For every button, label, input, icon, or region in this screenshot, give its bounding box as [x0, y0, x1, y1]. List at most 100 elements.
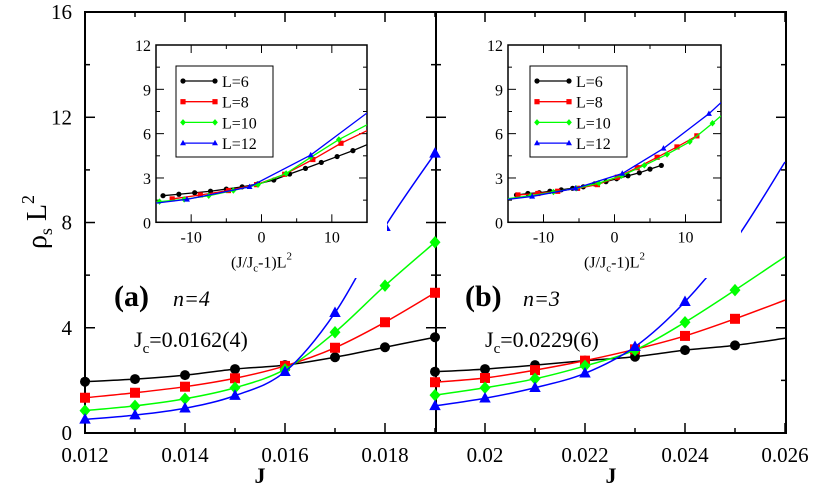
- inset-data-point: [654, 154, 660, 160]
- data-point: [380, 342, 390, 353]
- inset-x-tick-label: 0: [258, 229, 266, 246]
- legend-marker: [180, 78, 186, 84]
- inset-xlabel-part: (J/J: [584, 254, 606, 271]
- inset-data-point: [641, 162, 648, 169]
- data-point: [629, 340, 641, 351]
- inset-data-point: [197, 192, 203, 198]
- legend-marker: [534, 139, 540, 146]
- data-point: [579, 367, 591, 378]
- legend-marker: [534, 78, 540, 84]
- inset-xlabel-part: -1)L: [611, 254, 639, 271]
- data-point: [679, 295, 691, 306]
- inset-data-point: [674, 144, 680, 150]
- inset-data-point: [705, 110, 712, 116]
- panel-label: (b): [465, 280, 502, 313]
- data-point: [479, 381, 491, 394]
- inset-data-point: [307, 151, 314, 158]
- data-point: [230, 373, 240, 384]
- legend-marker: [212, 99, 218, 105]
- y-label-sup: 2: [18, 195, 38, 204]
- data-point: [129, 399, 141, 413]
- data-point: [730, 313, 740, 324]
- inset-data-point: [318, 159, 324, 166]
- inset-series-L=12: [508, 102, 721, 201]
- inset-data-point: [529, 193, 536, 199]
- y-tick-label: 16: [51, 0, 72, 24]
- inset-y-tick-label: 6: [143, 127, 151, 144]
- x-tick-label: 0.018: [361, 443, 408, 467]
- legend-label: L=6: [222, 74, 249, 91]
- y-tick-label: 12: [51, 105, 72, 129]
- jc-symbol: J: [485, 327, 494, 352]
- inset: 0 3 6 9 12 -10 0 10 (J/Jc-1)L2 L=6 L=8 L=10 L=12: [468, 28, 741, 278]
- data-point: [380, 317, 390, 328]
- data-point: [129, 408, 141, 420]
- data-point: [279, 365, 291, 376]
- inset-data-point: [535, 190, 541, 197]
- inset-x-tick-label: -10: [181, 229, 202, 246]
- data-point: [329, 325, 341, 339]
- inset-data-point: [664, 151, 670, 158]
- inset-data-point: [709, 120, 716, 127]
- inset-data-point: [686, 138, 693, 146]
- series-L=10: [429, 256, 786, 402]
- legend-entry: L=10: [180, 115, 257, 132]
- data-point: [730, 340, 740, 351]
- data-point: [430, 377, 440, 388]
- legend-label: L=12: [222, 136, 257, 153]
- legend-marker: [180, 119, 186, 126]
- data-point: [80, 376, 90, 387]
- inset-data-point: [160, 193, 166, 199]
- inset-y-tick-label: 9: [143, 82, 151, 99]
- data-point: [680, 345, 690, 356]
- legend-label: L=10: [576, 115, 611, 132]
- data-point: [79, 404, 91, 417]
- inset-xlabel-part: (J/J: [231, 254, 253, 271]
- data-point: [180, 370, 190, 381]
- inset-y-tick-label: 12: [487, 38, 503, 55]
- inset-data-point: [572, 185, 579, 191]
- inset-y-tick-label: 9: [495, 82, 503, 99]
- data-point: [579, 359, 591, 373]
- data-point: [130, 387, 140, 398]
- inset-x-tick-label: 10: [324, 229, 340, 246]
- legend-entry: L=10: [534, 115, 611, 132]
- data-point: [429, 399, 441, 411]
- data-point: [429, 388, 441, 402]
- data-point: [329, 306, 341, 318]
- inset-y-tick-label: 6: [495, 127, 503, 144]
- inset-data-point: [636, 170, 642, 176]
- data-point: [480, 373, 490, 384]
- inset-data-point: [658, 162, 664, 169]
- inset-data-point: [350, 148, 356, 154]
- data-point: [229, 389, 241, 400]
- legend-marker: [566, 139, 572, 146]
- legend-entry: L=12: [180, 136, 257, 153]
- data-point: [330, 342, 340, 353]
- inset-data-point: [338, 140, 344, 146]
- inset-data-point: [302, 165, 309, 171]
- legend-marker: [180, 99, 186, 105]
- legend-entry: L=8: [534, 95, 603, 112]
- x-tick-label: 0.024: [661, 443, 709, 467]
- data-point: [729, 283, 741, 297]
- inset-data-point: [647, 166, 653, 172]
- data-point: [330, 352, 340, 363]
- inset-x-axis-label: (J/Jc-1)L2: [584, 250, 645, 274]
- inset-data-point: [246, 183, 253, 190]
- x-tick-label: 0.016: [261, 443, 308, 467]
- data-point: [430, 287, 440, 298]
- data-point: [79, 413, 91, 424]
- inset-xlabel-part: -1)L: [258, 254, 286, 271]
- inset-xlabel-sub: c: [253, 262, 258, 274]
- inset-y-tick-label: 3: [495, 171, 503, 188]
- inset-data-point: [619, 170, 626, 176]
- y-tick-label: 4: [62, 316, 73, 340]
- inset-data-point: [336, 136, 342, 143]
- data-point: [229, 381, 241, 394]
- inset-x-tick-label: -10: [533, 229, 554, 246]
- inset-x-tick-label: 10: [678, 229, 694, 246]
- legend-marker: [566, 78, 572, 84]
- y-label-tail: L: [22, 204, 53, 228]
